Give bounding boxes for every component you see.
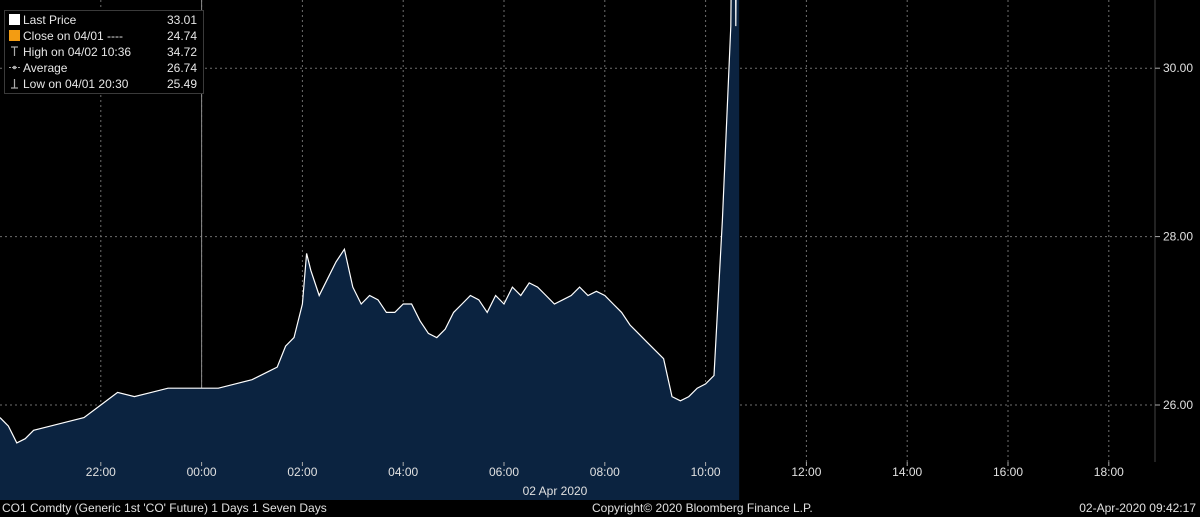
legend-value: 33.01 [166, 13, 197, 27]
x-tick-label: 00:00 [187, 465, 217, 479]
price-line [0, 0, 737, 444]
x-tick-label: 08:00 [590, 465, 620, 479]
white-square-icon [9, 14, 20, 25]
x-tick-label: 02:00 [287, 465, 317, 479]
legend-value: 26.74 [166, 61, 197, 75]
legend-value: 24.74 [166, 29, 197, 43]
x-tick-label: 12:00 [791, 465, 821, 479]
legend-row-low: Low on 04/01 20:30 25.49 [5, 76, 203, 92]
x-tick-label: 18:00 [1094, 465, 1124, 479]
y-tick-label: 30.00 [1163, 61, 1193, 75]
legend-label: Average [23, 61, 68, 75]
orange-square-icon [9, 30, 20, 41]
chart-legend: Last Price 33.01 Close on 04/01 ---- 24.… [4, 10, 204, 94]
price-area-fill [0, 0, 740, 500]
legend-label: Close on 04/01 ---- [23, 29, 124, 43]
x-tick-label: 22:00 [86, 465, 116, 479]
x-tick-label: 14:00 [892, 465, 922, 479]
legend-row-last-price: Last Price 33.01 [5, 12, 203, 28]
footer-timestamp: 02-Apr-2020 09:42:17 [1079, 501, 1196, 515]
footer-copyright: Copyright© 2020 Bloomberg Finance L.P. [592, 501, 813, 515]
x-tick-label: 04:00 [388, 465, 418, 479]
y-tick-label: 28.00 [1163, 230, 1193, 244]
x-tick-label: 06:00 [489, 465, 519, 479]
x-tick-label: 10:00 [691, 465, 721, 479]
legend-value: 34.72 [166, 45, 197, 59]
x-axis: 22:00 00:00 02:00 04:00 06:00 08:00 10:00 12:00… [86, 462, 1124, 498]
legend-row-average: Average 26.74 [5, 60, 203, 76]
footer-security-description: CO1 Comdty (Generic 1st 'CO' Future) 1 D… [2, 501, 327, 515]
y-tick-label: 26.00 [1163, 398, 1193, 412]
legend-label: High on 04/02 10:36 [23, 45, 132, 59]
x-tick-label: 16:00 [993, 465, 1023, 479]
average-marker-icon [9, 65, 20, 70]
high-marker-icon [11, 46, 18, 56]
x-date-label: 02 Apr 2020 [523, 484, 588, 498]
legend-row-high: High on 04/02 10:36 34.72 [5, 44, 203, 60]
low-marker-icon [11, 79, 18, 89]
legend-label: Low on 04/01 20:30 [23, 77, 129, 91]
legend-label: Last Price [23, 13, 77, 27]
price-area [0, 0, 740, 500]
legend-row-close: Close on 04/01 ---- 24.74 [5, 28, 203, 44]
legend-value: 25.49 [166, 77, 197, 91]
